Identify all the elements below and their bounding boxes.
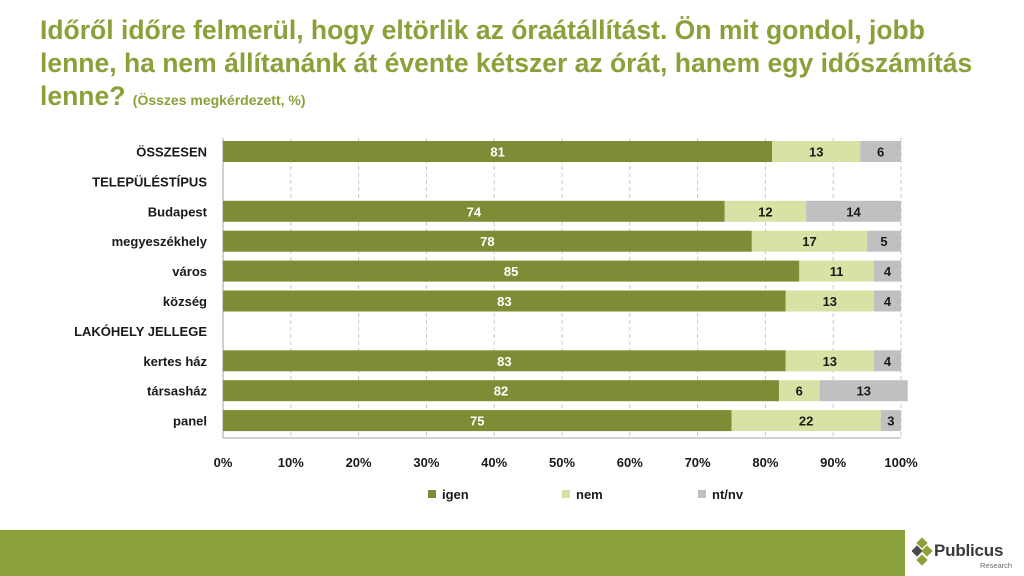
bar-nem — [799, 260, 874, 282]
x-tick-label: 80% — [752, 455, 778, 470]
data-label: 74 — [467, 204, 482, 219]
category-label: TELEPÜLÉSTÍPUS — [92, 174, 207, 189]
data-label: 11 — [830, 264, 844, 279]
x-tick-label: 0% — [214, 455, 233, 470]
x-tick-label: 60% — [617, 455, 643, 470]
data-label: 4 — [884, 264, 892, 279]
bar-ntnv — [819, 380, 908, 402]
bar-igen — [223, 141, 773, 162]
data-label: 5 — [880, 234, 887, 249]
data-label: 12 — [758, 204, 772, 219]
category-labels: ÖSSZESEN TELEPÜLÉSTÍPUS Budapest megyeszékh… — [74, 145, 208, 429]
title-subtitle: (Összes megkérdezett, %) — [132, 92, 306, 108]
data-label: 6 — [796, 384, 803, 399]
data-label: 4 — [884, 354, 892, 369]
data-label: 13 — [823, 294, 837, 309]
bar-nem — [785, 350, 874, 372]
bar-igen — [223, 230, 752, 252]
footer-bar — [0, 530, 1024, 576]
category-label: társasház — [147, 384, 207, 399]
legend-label: igen — [442, 487, 469, 502]
category-label: ÖSSZESEN — [136, 145, 207, 160]
bar-ntnv — [806, 200, 901, 222]
publicus-logo-icon — [912, 537, 933, 566]
bar-ntnv — [873, 260, 901, 282]
bar-nem — [778, 380, 820, 402]
bar-igen — [223, 260, 800, 282]
legend-swatch — [698, 490, 706, 498]
title-main: Időről időre felmerül, hogy eltörlik az … — [40, 15, 973, 111]
x-tick-label: 100% — [884, 455, 918, 470]
data-label: 22 — [799, 414, 813, 429]
x-axis: 0% 10% 20% 30% 40% 50% 60% 70% 80% 90% 100% — [214, 455, 918, 470]
category-label: község — [163, 294, 207, 309]
x-tick-label: 70% — [685, 455, 711, 470]
x-tick-label: 40% — [481, 455, 507, 470]
x-tick-label: 10% — [278, 455, 304, 470]
x-tick-label: 90% — [820, 455, 846, 470]
bar-ntnv — [860, 141, 901, 162]
legend: igen nem nt/nv — [428, 487, 744, 502]
legend-swatch — [428, 490, 436, 498]
bar-igen — [223, 380, 779, 402]
data-label: 13 — [856, 384, 870, 399]
bar-nem — [724, 200, 807, 222]
data-label: 75 — [470, 414, 484, 429]
bar-igen — [223, 200, 725, 222]
data-label: 4 — [884, 294, 892, 309]
chart-title: Időről időre felmerül, hogy eltörlik az … — [40, 14, 1000, 117]
bar-igen — [223, 290, 786, 312]
data-label: 78 — [480, 234, 494, 249]
data-label: 14 — [846, 204, 861, 219]
bar-igen — [223, 350, 786, 372]
category-label: város — [172, 264, 207, 279]
category-label: LAKÓHELY JELLEGE — [74, 324, 207, 339]
data-label: 6 — [877, 145, 884, 160]
bar-ntnv — [867, 230, 901, 252]
x-tick-label: 20% — [346, 455, 372, 470]
data-label: 82 — [494, 384, 508, 399]
bar-nem — [751, 230, 868, 252]
x-tick-label: 50% — [549, 455, 575, 470]
data-label: 13 — [823, 354, 837, 369]
legend-swatch — [562, 490, 570, 498]
category-label: panel — [173, 414, 207, 429]
bar-ntnv — [873, 290, 901, 312]
legend-label: nem — [576, 487, 603, 502]
legend-label: nt/nv — [712, 487, 744, 502]
data-label: 17 — [802, 234, 816, 249]
logo-name: Publicus — [934, 541, 1004, 560]
data-label: 85 — [504, 264, 518, 279]
x-tick-label: 30% — [413, 455, 439, 470]
data-label: 83 — [497, 294, 511, 309]
bar-ntnv — [880, 410, 901, 432]
data-label: 81 — [490, 145, 504, 160]
logo-tagline: Research — [980, 561, 1013, 570]
category-label: megyeszékhely — [112, 234, 208, 249]
data-label: 3 — [887, 414, 894, 429]
bar-nem — [731, 410, 881, 432]
data-label: 83 — [497, 354, 511, 369]
bar-nem — [785, 290, 874, 312]
data-label: 13 — [809, 145, 823, 160]
bar-igen — [223, 410, 732, 432]
bar-nem — [772, 141, 861, 162]
bar-ntnv — [873, 350, 901, 372]
category-label: Budapest — [148, 204, 208, 219]
category-label: kertes ház — [143, 354, 207, 369]
